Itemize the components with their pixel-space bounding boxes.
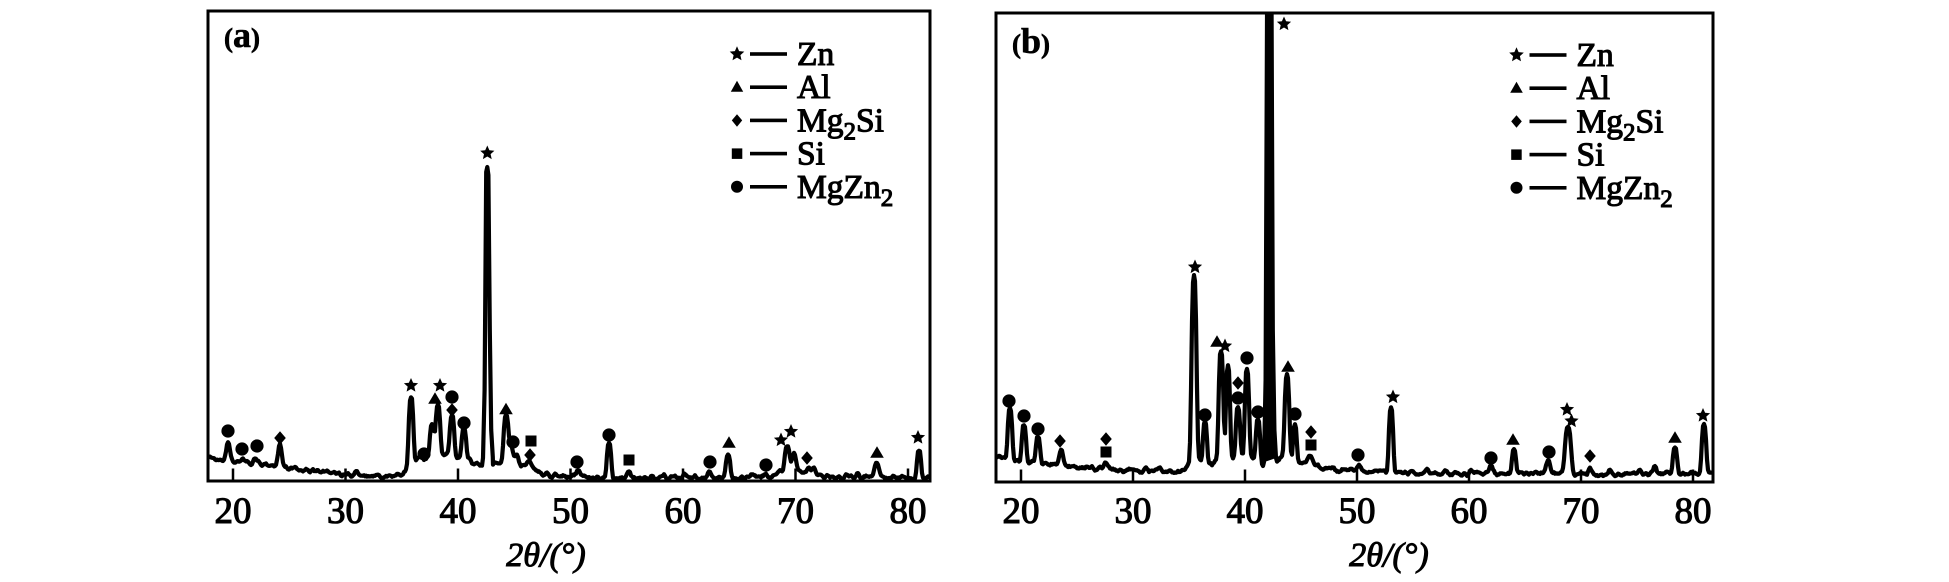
svg-text:MgZn2: MgZn2 <box>797 169 893 212</box>
svg-text:Al: Al <box>1577 70 1611 107</box>
svg-text:(a): (a) <box>224 15 260 55</box>
svg-text:50: 50 <box>552 491 589 532</box>
svg-text:Mg2Si: Mg2Si <box>1577 103 1664 146</box>
svg-text:50: 50 <box>1339 491 1376 532</box>
svg-text:Mg2Si: Mg2Si <box>797 102 884 145</box>
svg-text:Si: Si <box>797 136 825 173</box>
svg-text:Si: Si <box>1577 137 1605 174</box>
svg-text:20: 20 <box>215 491 252 532</box>
svg-text:80: 80 <box>890 491 927 532</box>
svg-text:Zn: Zn <box>797 36 834 73</box>
svg-text:70: 70 <box>1563 491 1600 532</box>
svg-text:(b): (b) <box>1012 21 1050 61</box>
svg-text:2θ/(°): 2θ/(°) <box>1349 537 1428 574</box>
svg-text:60: 60 <box>665 491 702 532</box>
svg-text:40: 40 <box>440 491 477 532</box>
svg-text:2θ/(°): 2θ/(°) <box>506 537 585 574</box>
svg-text:30: 30 <box>327 491 364 532</box>
svg-text:MgZn2: MgZn2 <box>1577 170 1673 213</box>
svg-text:60: 60 <box>1451 491 1488 532</box>
svg-text:Al: Al <box>797 69 831 106</box>
svg-text:40: 40 <box>1227 491 1264 532</box>
svg-text:30: 30 <box>1115 491 1152 532</box>
svg-text:70: 70 <box>777 491 814 532</box>
svg-text:Zn: Zn <box>1577 37 1614 74</box>
svg-text:80: 80 <box>1675 491 1712 532</box>
svg-text:20: 20 <box>1003 491 1040 532</box>
